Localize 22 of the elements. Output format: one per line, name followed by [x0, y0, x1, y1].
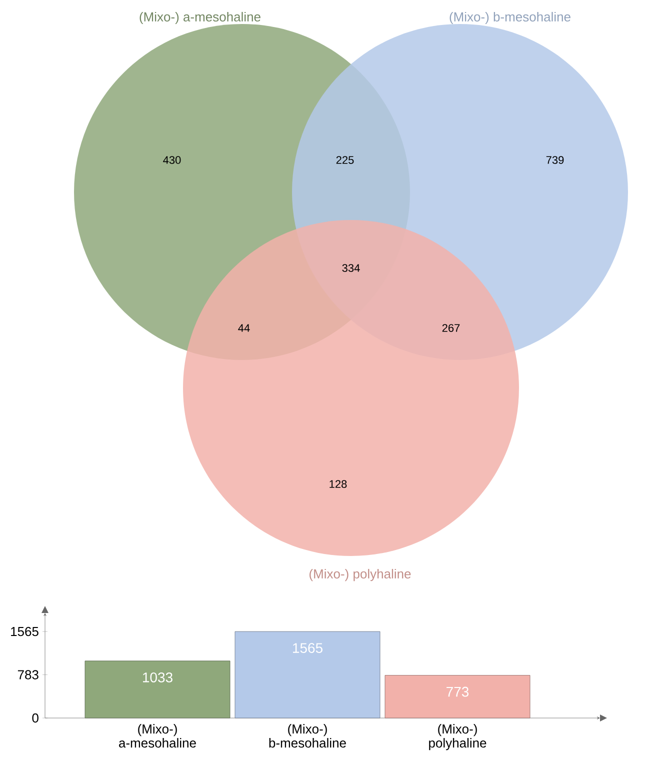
- data-label: 1565: [292, 643, 322, 653]
- data-label: 267: [442, 324, 460, 332]
- data-label: 739: [546, 156, 564, 164]
- bar: [234, 631, 380, 718]
- data-label: 1033: [142, 672, 172, 682]
- data-label: 773: [446, 686, 469, 697]
- text: (Mixo-) polyhaline: [310, 568, 411, 582]
- y-tick-label: 0: [32, 713, 38, 723]
- bar: [84, 660, 230, 718]
- data-label: 225: [336, 156, 354, 164]
- data-label: 430: [163, 156, 181, 164]
- y-tick-label: 783: [18, 670, 38, 680]
- text: (Mixo-) a-mesohaline: [140, 12, 260, 24]
- data-label: 44: [238, 324, 250, 332]
- bar: [384, 675, 530, 718]
- data-label: 334: [342, 264, 360, 272]
- x-tick-label: (Mixo-) polyhaline: [429, 724, 486, 750]
- y-tick-label: 1565: [11, 626, 38, 636]
- x-tick-label: (Mixo-) b-mesohaline: [269, 724, 346, 748]
- text: (Mixo-) b-mesohaline: [450, 12, 570, 24]
- x-tick-label: (Mixo-) a-mesohaline: [119, 724, 196, 748]
- data-label: 128: [330, 480, 347, 488]
